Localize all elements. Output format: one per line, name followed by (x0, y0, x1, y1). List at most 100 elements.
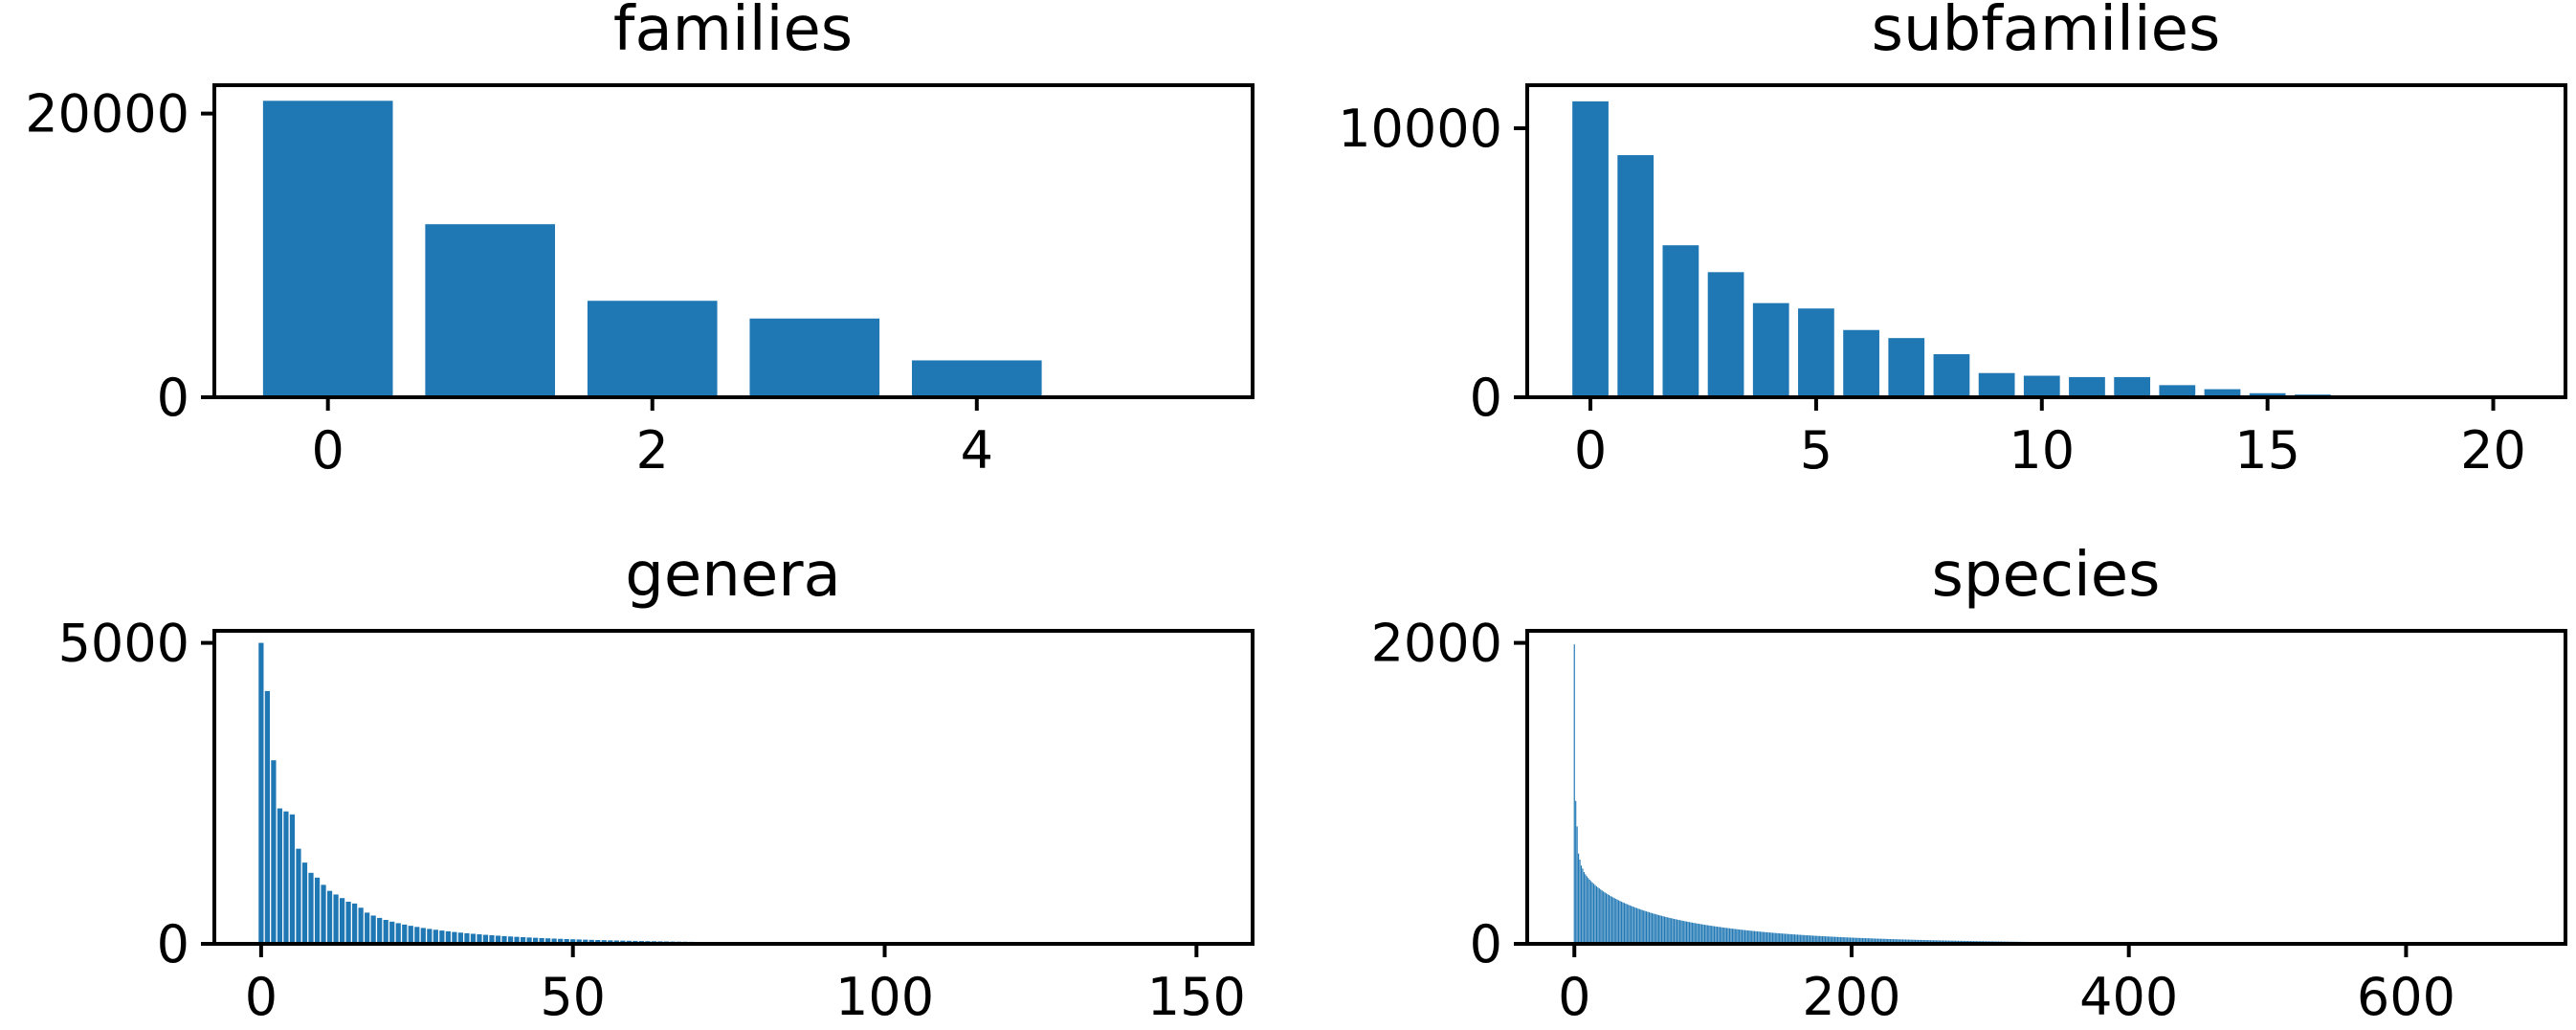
bar (1838, 936, 1840, 944)
bar (277, 808, 283, 944)
bar (1751, 930, 1753, 944)
bar (314, 877, 321, 944)
bar (1709, 925, 1711, 944)
y-tick-label: 0 (1470, 914, 1502, 974)
chart-title: species (1931, 540, 2160, 611)
bar (1610, 896, 1612, 944)
bar (1878, 938, 1880, 944)
bar (1665, 916, 1667, 944)
bar (1852, 937, 1854, 944)
x-tick-label: 4 (961, 420, 993, 481)
bar (1580, 865, 1583, 944)
y-tick-label: 0 (157, 914, 189, 974)
x-tick-label: 150 (1147, 967, 1246, 1027)
bar (1863, 938, 1865, 944)
bar (345, 901, 351, 944)
bar (1892, 939, 1895, 944)
bar (1723, 928, 1725, 944)
bar (1913, 939, 1915, 944)
bar (1906, 939, 1908, 944)
bar (1827, 936, 1829, 944)
bar (1715, 926, 1717, 944)
bar (1632, 907, 1635, 944)
bar (1770, 932, 1772, 944)
bar (1651, 912, 1653, 944)
plot-area-frame (212, 629, 1255, 946)
y-tick-label: 20000 (25, 84, 189, 145)
bar (1736, 929, 1738, 944)
bar (1656, 914, 1658, 944)
bar (1781, 933, 1784, 944)
bar (1887, 938, 1889, 944)
bar (1776, 932, 1778, 944)
bar (383, 920, 389, 944)
bar (1761, 931, 1763, 944)
plot-area-frame (1525, 629, 2567, 946)
bar (1702, 924, 1704, 944)
bar (1895, 939, 1897, 944)
bar (1598, 888, 1600, 944)
bar (1643, 910, 1645, 944)
ticks-subfamilies: 0 5 10 15 20 0 10000 (1338, 99, 2526, 481)
bar (457, 932, 464, 944)
y-tick-label: 0 (157, 368, 189, 428)
bar (1901, 939, 1904, 944)
bar (1666, 917, 1668, 944)
bar (1662, 916, 1664, 944)
x-tick-label: 2 (636, 420, 669, 481)
bar (1632, 906, 1633, 944)
bar (1648, 912, 1651, 944)
bar (532, 937, 539, 944)
bar (1641, 909, 1643, 944)
bar (1796, 934, 1799, 944)
bar (1597, 886, 1599, 944)
bar (1919, 939, 1921, 944)
bar (1637, 908, 1639, 944)
bar (551, 938, 557, 944)
bar (1684, 921, 1686, 944)
bar (1857, 937, 1859, 944)
bar (1572, 101, 1609, 398)
bar (1910, 939, 1912, 944)
bar (452, 931, 457, 944)
bar (420, 928, 426, 944)
bar (526, 937, 532, 944)
bar (1706, 925, 1708, 944)
bar (283, 811, 289, 944)
bar (1881, 938, 1883, 944)
bar (1694, 923, 1696, 944)
bar (1737, 929, 1739, 944)
bar (1711, 926, 1713, 944)
bar (539, 937, 544, 944)
bar (1594, 884, 1596, 944)
bar (583, 939, 588, 944)
bar (1801, 934, 1803, 944)
x-tick-label: 0 (245, 967, 278, 1027)
bar (1705, 925, 1707, 944)
bar (389, 921, 395, 944)
bar (1681, 920, 1683, 944)
x-tick-label: 0 (1558, 967, 1590, 1027)
bar (445, 930, 451, 944)
bar (1749, 930, 1751, 944)
bar (570, 939, 576, 944)
bar (1693, 923, 1695, 944)
bar (1843, 329, 1879, 397)
bar (1629, 905, 1631, 944)
plot-area-frame (212, 83, 1255, 399)
bar (1777, 932, 1779, 944)
bar (1628, 905, 1630, 944)
bar (1856, 937, 1858, 944)
bar (1845, 937, 1847, 944)
bar (1756, 930, 1759, 944)
bar (1762, 931, 1764, 944)
bar (1586, 876, 1588, 944)
bar (1767, 932, 1769, 944)
bar (1830, 936, 1832, 944)
bar (1647, 911, 1649, 944)
bar (1814, 935, 1816, 944)
bar (408, 926, 413, 944)
bar (1805, 934, 1807, 944)
bar (1808, 935, 1810, 944)
bar (545, 938, 551, 944)
